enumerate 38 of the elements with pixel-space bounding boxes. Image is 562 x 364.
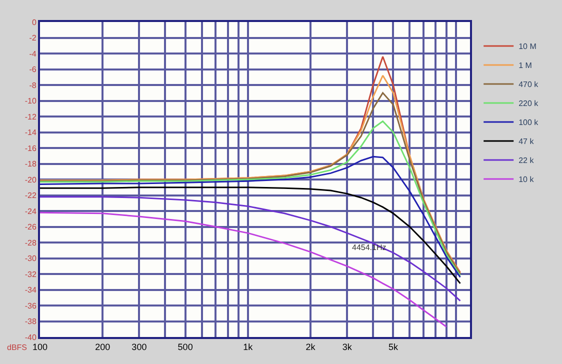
y-tick-label: -16: [24, 144, 37, 153]
legend-label: 100 k: [518, 118, 540, 128]
y-tick-label: -30: [24, 254, 37, 264]
y-tick-label: -34: [24, 286, 37, 295]
y-tick-label: -20: [24, 175, 37, 184]
x-tick-label: 5k: [388, 342, 398, 352]
legend-label: 470 k: [518, 80, 540, 90]
x-tick-label: 1k: [243, 342, 254, 352]
x-tick-label: 300: [132, 342, 147, 352]
y-tick-label: -6: [29, 65, 37, 74]
legend-label: 10 M: [518, 42, 537, 52]
legend-label: 1 M: [518, 61, 532, 70]
y-tick-label: -28: [24, 238, 37, 248]
x-tick-label: 100: [32, 342, 48, 352]
y-tick-label: -2: [29, 34, 37, 43]
y-tick-label: -38: [24, 317, 37, 326]
y-tick-label: -12: [24, 112, 37, 122]
y-axis-title: dBFS: [7, 343, 28, 352]
legend-label: 220 k: [518, 99, 540, 108]
legend-label: 47 k: [518, 137, 535, 146]
y-tick-label: -24: [24, 206, 37, 216]
y-tick-label: -8: [29, 80, 37, 90]
y-tick-label: -4: [29, 49, 37, 58]
x-tick-label: 500: [178, 342, 193, 352]
legend-label: 22 k: [518, 156, 535, 166]
y-tick-label: 0: [32, 18, 37, 27]
legend-label: 10 k: [518, 175, 535, 184]
y-tick-label: -22: [24, 191, 37, 200]
y-tick-label: -14: [24, 128, 37, 138]
x-tick-label: 3k: [342, 342, 352, 352]
y-tick-label: -32: [24, 270, 37, 279]
y-tick-label: -10: [24, 96, 37, 106]
y-tick-label: -18: [24, 160, 37, 169]
y-tick-label: -36: [24, 301, 37, 310]
y-tick-label: -26: [24, 222, 37, 232]
x-tick-label: 200: [95, 342, 110, 352]
y-tick-label: -40: [24, 332, 37, 342]
x-tick-label: 2k: [306, 342, 316, 352]
